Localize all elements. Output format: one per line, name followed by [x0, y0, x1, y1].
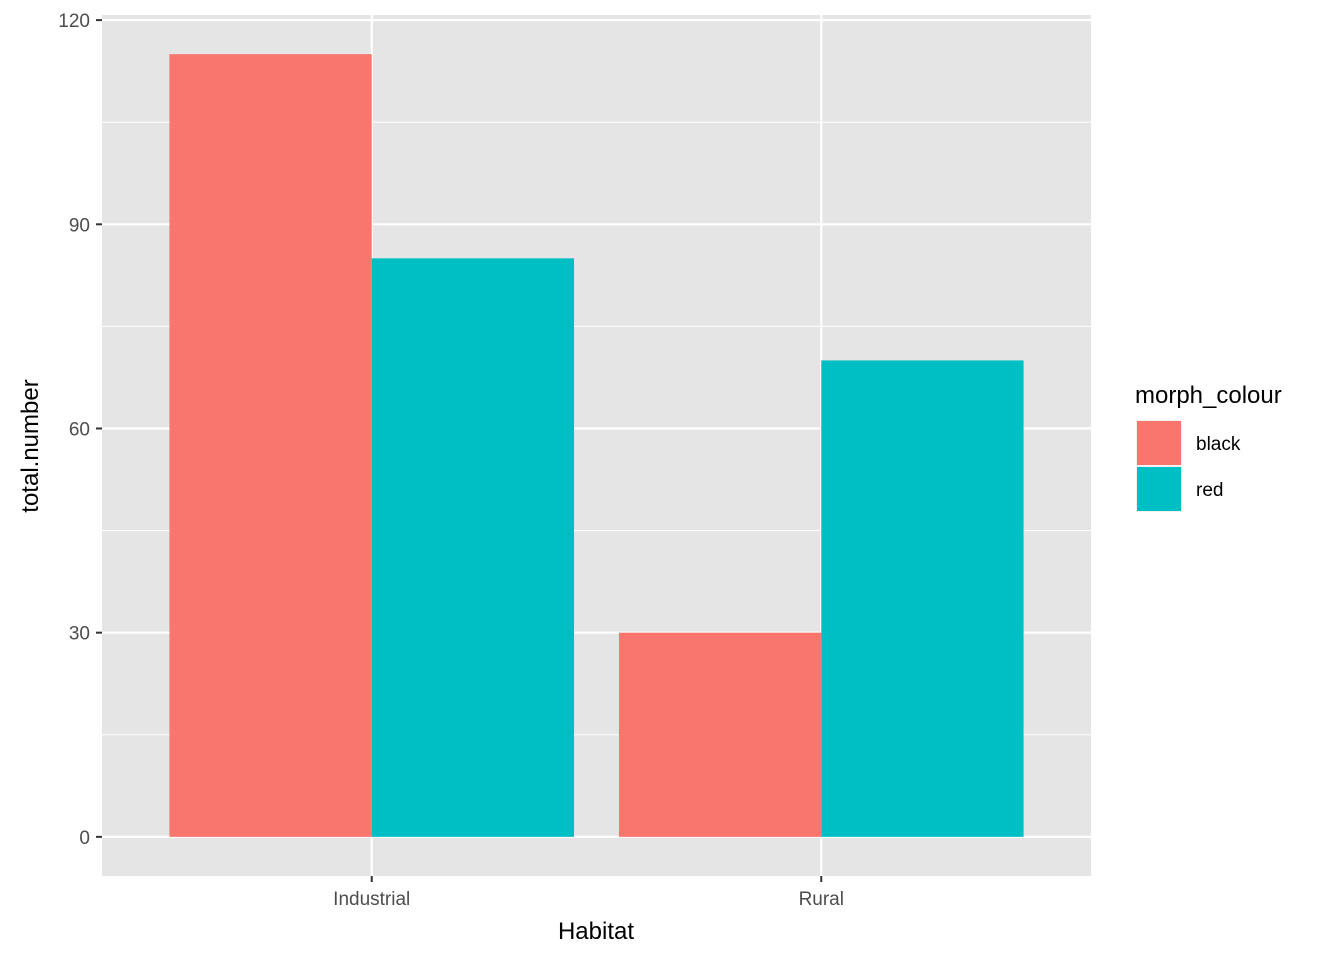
legend-label-red: red	[1196, 480, 1223, 501]
legend: morph_colour black red	[1135, 382, 1282, 512]
bar-industrial-red	[371, 258, 575, 837]
bars	[169, 54, 1024, 837]
y-tick-label: 0	[79, 828, 90, 849]
axes: 0 30 60 90 120 Industrial Rural	[58, 11, 844, 910]
bar-industrial-black	[169, 54, 372, 837]
y-tick-label: 60	[69, 419, 90, 440]
x-axis-title: Habitat	[558, 918, 634, 945]
y-tick-label: 90	[69, 215, 90, 236]
y-axis-title: total.number	[17, 379, 44, 512]
legend-key-red	[1137, 467, 1181, 511]
x-tick-label: Industrial	[333, 889, 410, 910]
legend-title: morph_colour	[1135, 382, 1282, 409]
bar-rural-black	[618, 632, 822, 837]
x-tick-label: Rural	[799, 889, 844, 910]
bar-rural-red	[821, 360, 1024, 837]
y-tick-label: 120	[58, 11, 90, 32]
y-tick-label: 30	[69, 624, 90, 645]
legend-label-black: black	[1196, 434, 1241, 455]
legend-key-black	[1137, 421, 1181, 465]
